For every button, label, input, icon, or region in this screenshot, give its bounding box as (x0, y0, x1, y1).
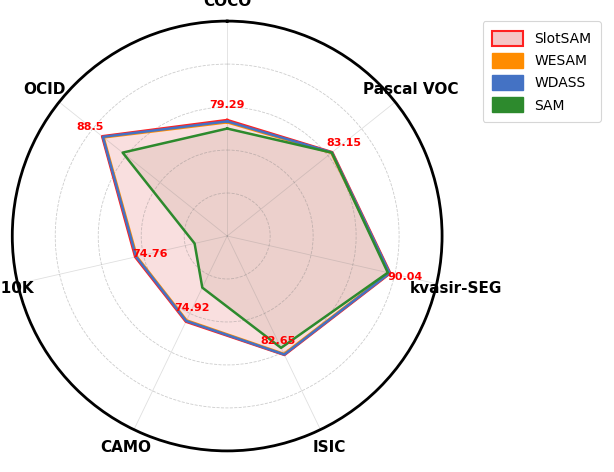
Text: 79.29: 79.29 (209, 100, 245, 110)
Text: 88.5: 88.5 (77, 122, 104, 132)
Text: 74.76: 74.76 (132, 249, 168, 259)
Text: 83.15: 83.15 (327, 138, 362, 148)
Text: 82.65: 82.65 (260, 337, 295, 346)
Text: 74.92: 74.92 (174, 303, 210, 313)
Legend: SlotSAM, WESAM, WDASS, SAM: SlotSAM, WESAM, WDASS, SAM (483, 21, 601, 122)
Text: 90.04: 90.04 (387, 271, 422, 282)
Polygon shape (102, 120, 391, 355)
Polygon shape (123, 128, 388, 348)
